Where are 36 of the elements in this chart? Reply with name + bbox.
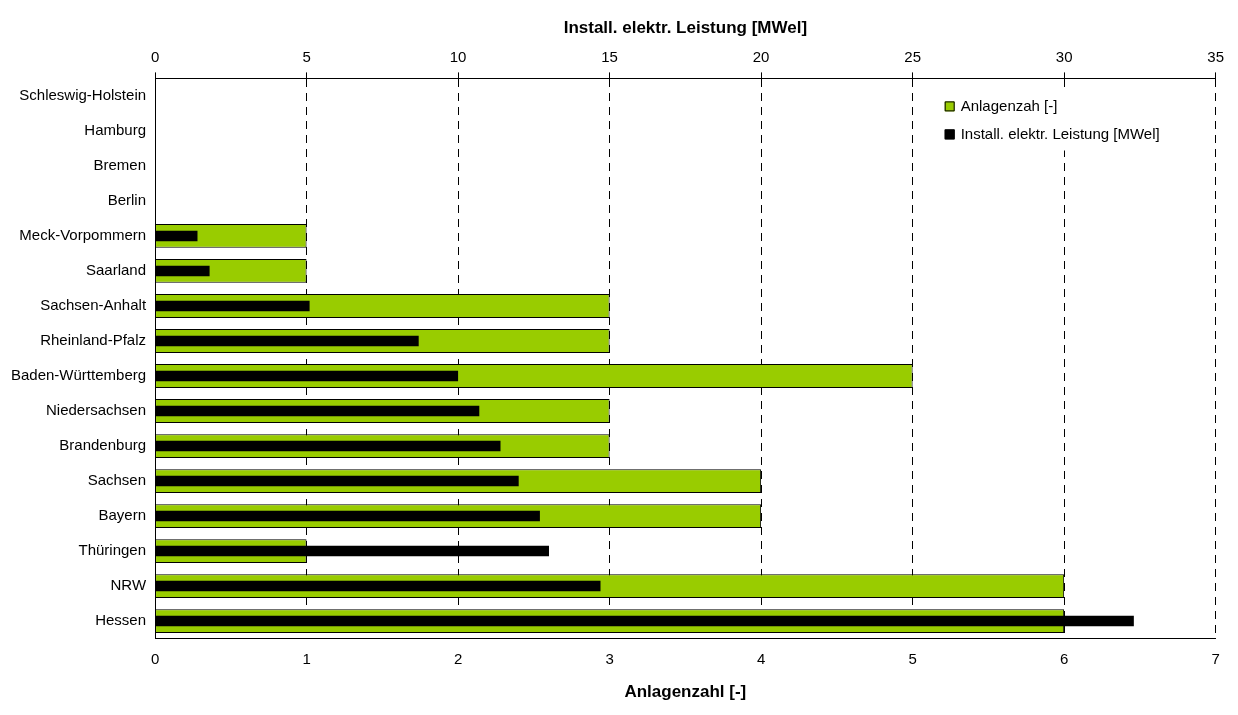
x2-tick-label: 30 bbox=[1055, 47, 1073, 65]
x-tick-label: 7 bbox=[1211, 649, 1220, 667]
x-tick-label: 4 bbox=[756, 649, 766, 667]
y-tick-label: Rheinland-Pfalz bbox=[40, 331, 147, 349]
x-axis-title: Anlagenzahl [-] bbox=[624, 682, 747, 702]
y-tick-label: Brandenburg bbox=[59, 436, 147, 454]
x2-tick-label: 15 bbox=[601, 47, 618, 65]
y-tick-label: Sachsen-Anhalt bbox=[40, 296, 147, 314]
x-tick-label: 6 bbox=[1059, 649, 1069, 667]
y-tick-label: Hamburg bbox=[84, 121, 147, 139]
x2-tick-label: 0 bbox=[150, 47, 160, 65]
x2-tick-label: 35 bbox=[1207, 47, 1224, 65]
x2-tick-label: 5 bbox=[302, 47, 311, 65]
y-tick-label: Bremen bbox=[93, 156, 147, 174]
y-tick-label: Schleswig-Holstein bbox=[19, 86, 147, 104]
y-tick-label: Baden-Württemberg bbox=[11, 366, 147, 384]
y-tick-label: Thüringen bbox=[78, 541, 147, 559]
y-tick-label: Berlin bbox=[107, 191, 147, 209]
x2-tick-label: 20 bbox=[752, 47, 770, 65]
legend-label: Anlagenzah [-] bbox=[960, 96, 1058, 114]
y-tick-label: Sachsen bbox=[87, 471, 147, 489]
x-tick-label: 3 bbox=[605, 649, 614, 667]
y-tick-label: Bayern bbox=[98, 506, 147, 524]
y-tick-label: Hessen bbox=[95, 611, 147, 629]
x2-tick-label: 25 bbox=[904, 47, 921, 65]
legend-label: Install. elektr. Leistung [MWel] bbox=[960, 124, 1160, 142]
x-tick-label: 5 bbox=[908, 649, 917, 667]
x-tick-label: 0 bbox=[150, 649, 160, 667]
x2-axis-title: Install. elektr. Leistung [MWel] bbox=[563, 17, 808, 37]
x-tick-label: 1 bbox=[302, 649, 311, 667]
y-tick-label: Saarland bbox=[86, 261, 147, 279]
y-tick-label: NRW bbox=[110, 576, 147, 594]
y-tick-label: Meck-Vorpommern bbox=[19, 226, 147, 244]
y-tick-label: Niedersachsen bbox=[46, 401, 147, 419]
x2-tick-label: 10 bbox=[449, 47, 467, 65]
x-tick-label: 2 bbox=[453, 649, 463, 667]
